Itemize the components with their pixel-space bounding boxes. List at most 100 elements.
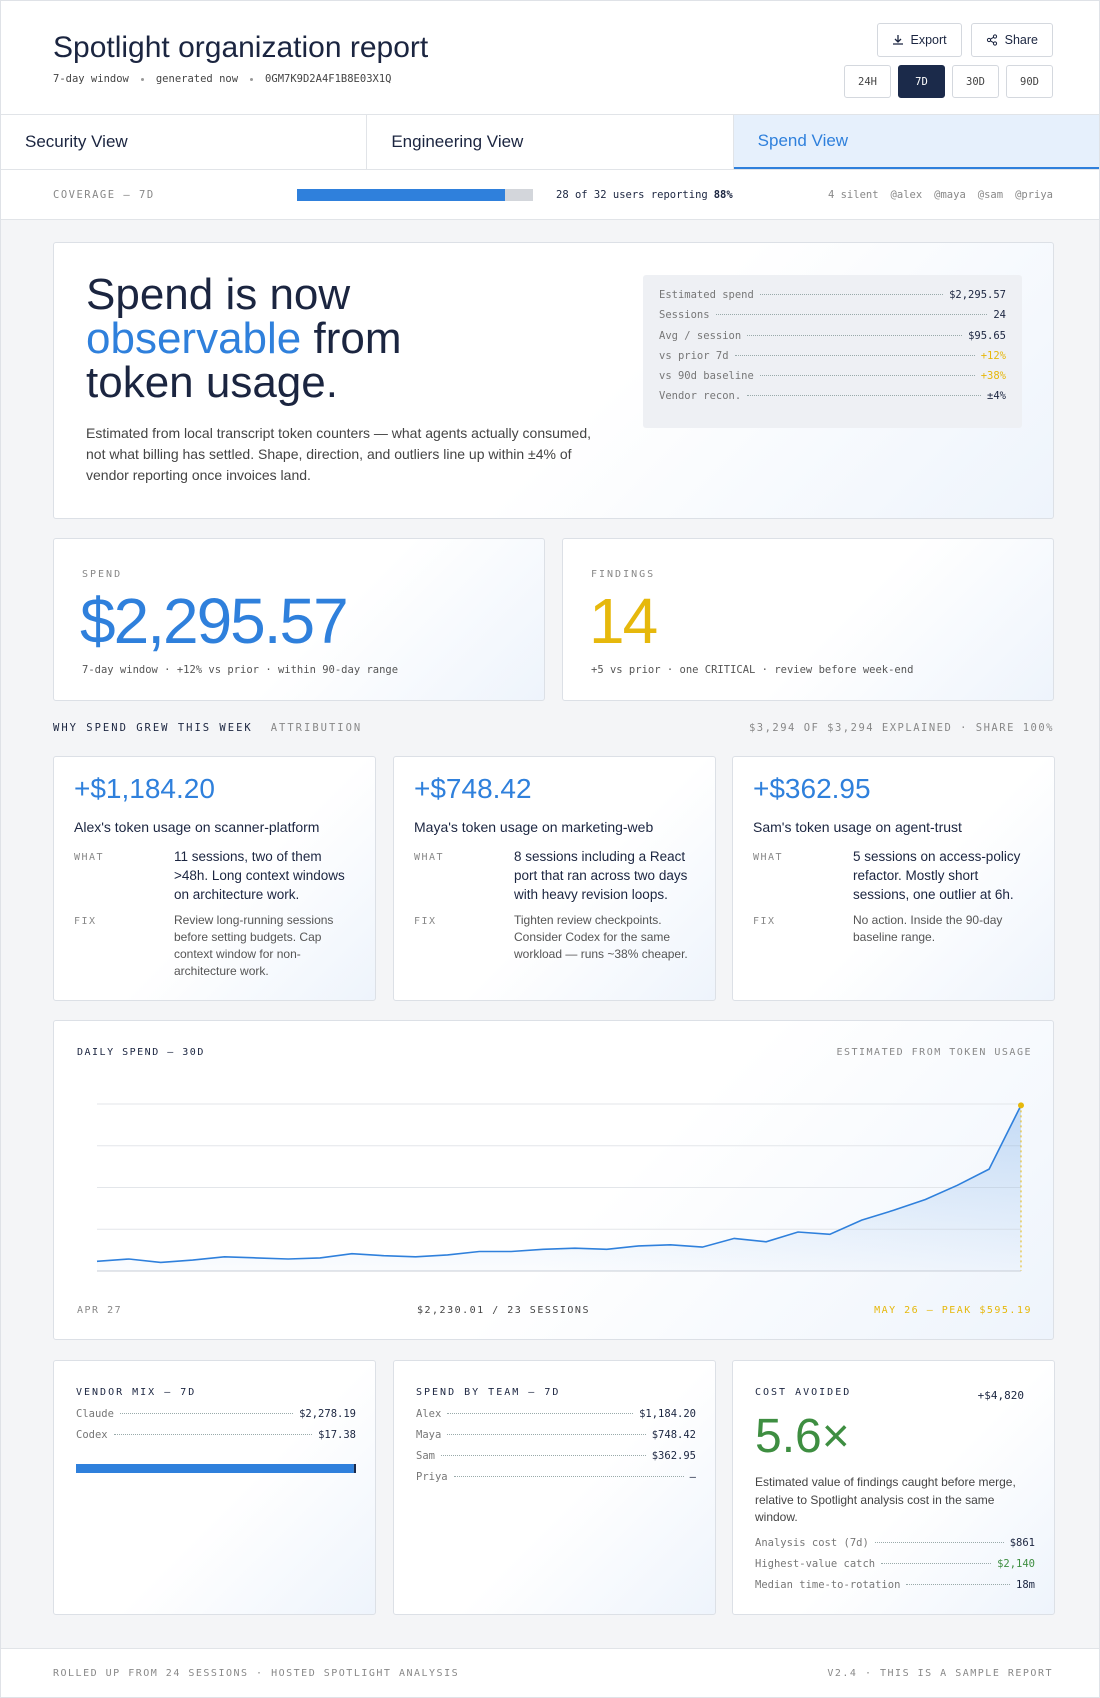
cost-description: Estimated value of findings caught befor… [755, 1475, 1016, 1524]
card-amount: +$362.95 [753, 773, 871, 804]
vendor-row: Codex $17.38 [76, 1429, 356, 1450]
coverage-fill [297, 188, 505, 201]
daily-spend-chart: DAILY SPEND — 30D ESTIMATED FROM TOKEN US… [53, 1020, 1054, 1340]
vendor-value: $2,278.19 [299, 1408, 356, 1420]
stat-value: $2,140 [997, 1558, 1035, 1570]
hero-headline: Spend is now observable from token usage. [86, 273, 402, 405]
chart-title: DAILY SPEND — 30D [77, 1047, 205, 1058]
view-tab[interactable]: Security View [1, 115, 368, 169]
stat-value: +12% [980, 349, 1006, 362]
meta-item: 0GM7K9D2A4F1B8E03X1Q [265, 73, 392, 85]
headline-part: from [313, 314, 402, 363]
stat-value: 18m [1016, 1579, 1035, 1591]
share-icon [986, 34, 997, 46]
separator-dot [250, 77, 254, 81]
meta-item: generated now [155, 73, 239, 85]
range-button[interactable]: 90D [1006, 65, 1053, 98]
coverage-text: 28 of 32 users reporting [556, 188, 708, 201]
stat-row: Estimated spend $2,295.57 [659, 289, 1006, 309]
what-label: WHAT [74, 852, 105, 863]
leader [113, 1434, 313, 1435]
attribution-header: WHY SPEND GREW THIS WEEK ATTRIBUTION $3,… [53, 722, 1054, 734]
vendor-bar [76, 1464, 356, 1473]
vendor-segment [76, 1464, 354, 1473]
footer-left: ROLLED UP FROM 24 SESSIONS · HOSTED SPOT… [53, 1668, 460, 1679]
stat-label: Highest-value catch [755, 1558, 876, 1570]
stat-value: ±4% [987, 390, 1006, 403]
coverage-row: COVERAGE — 7D 28 of 32 users reporting 88… [1, 170, 1099, 220]
leader [759, 294, 944, 295]
line-chart: DAILY SPEND — 30D ESTIMATED FROM TOKEN US… [77, 1047, 1032, 1316]
leader [715, 314, 988, 316]
stat-label: vs prior 7d [659, 349, 729, 362]
silent-users: 4 silent @alex @maya @sam @priya [828, 189, 1053, 201]
share-button[interactable]: Share [970, 23, 1053, 57]
leader [447, 1434, 646, 1435]
stat-label: Maya [416, 1429, 442, 1441]
vendor-value: $17.38 [318, 1429, 356, 1441]
stat-row: Vendor recon. ±4% [659, 390, 1006, 410]
stat-value: $2,295.57 [949, 289, 1006, 301]
what-label: WHAT [753, 852, 784, 863]
stat-value: $362.95 [651, 1450, 696, 1462]
cost-avoided-card: COST AVOIDED +$4,820 5.6× Estimated valu… [732, 1360, 1055, 1615]
cost-multiple: 5.6× [755, 1410, 850, 1463]
stat-label: Vendor recon. [659, 390, 742, 403]
coverage-label: COVERAGE — 7D [53, 188, 155, 201]
export-button[interactable]: Export [876, 23, 962, 57]
spend-kpi: SPEND $2,295.57 7-day window · +12% vs p… [53, 538, 545, 701]
fix-label: FIX [753, 916, 776, 927]
peak-label: MAY 26 — PEAK $595.19 [874, 1305, 1032, 1316]
range-button[interactable]: 30D [952, 65, 999, 98]
leader [734, 354, 975, 356]
stat-label: Avg / session [659, 329, 742, 342]
peak-point [1018, 1102, 1024, 1109]
vendor-segment [353, 1464, 356, 1473]
stat-row: vs prior 7d +12% [659, 350, 1006, 370]
report-title: Spotlight organization report [53, 31, 429, 64]
stat-label: Priya [416, 1471, 448, 1483]
stat-row: Avg / session $95.65 [659, 330, 1006, 350]
meta-item: 7-day window [53, 73, 129, 85]
coverage-percent: 88% [713, 188, 733, 201]
leader [453, 1476, 684, 1477]
cost-delta: +$4,820 [977, 1389, 1024, 1402]
hero-stats: Estimated spend $2,295.57 Sessions 24 Avg / … [643, 275, 1022, 428]
stat-value: $748.42 [651, 1429, 696, 1441]
range-button[interactable]: 7D [898, 65, 945, 98]
kpi-label: FINDINGS [591, 569, 656, 580]
silent-count: 4 silent [827, 188, 879, 201]
stat-value: +38% [980, 370, 1006, 383]
kpi-value: 14 [589, 585, 658, 657]
range-button[interactable]: 24H [844, 65, 891, 98]
stat-row: Analysis cost (7d) $861 [755, 1537, 1035, 1558]
footer-right: V2.4 · THIS IS A SAMPLE REPORT [827, 1668, 1053, 1679]
separator-dot [140, 77, 144, 81]
attribution-card: +$748.42 Maya's token usage on marketing-… [393, 756, 716, 1001]
card-title: Alex's token usage on scanner-platform [74, 819, 320, 835]
stat-label: Estimated spend [659, 289, 754, 301]
chart-subtitle: ESTIMATED FROM TOKEN USAGE [836, 1047, 1032, 1058]
vendor-row: Claude $2,278.19 [76, 1408, 356, 1429]
stat-row: Median time-to-rotation 18m [755, 1579, 1035, 1600]
header: Spotlight organization report 7-day wind… [1, 1, 1099, 115]
view-tab[interactable]: Spend View [733, 115, 1099, 169]
vendor-name: Codex [76, 1429, 108, 1441]
stat-row: Sessions 24 [659, 309, 1006, 329]
card-amount: +$748.42 [414, 773, 532, 804]
view-tab[interactable]: Engineering View [367, 115, 734, 169]
attribution-tag: ATTRIBUTION [270, 722, 363, 734]
hero-body: Estimated from local transcript token co… [86, 425, 592, 483]
download-icon [892, 35, 903, 45]
leader [906, 1584, 1011, 1585]
spend-line [96, 1104, 1022, 1264]
view-tabs: Security View Engineering View Spend View [1, 115, 1099, 170]
stat-label: vs 90d baseline [659, 370, 754, 383]
leader [881, 1563, 992, 1564]
stat-row: Highest-value catch $2,140 [755, 1558, 1035, 1579]
stat-label: Median time-to-rotation [755, 1579, 901, 1591]
start-label: APR 27 [77, 1305, 122, 1316]
leader [747, 395, 982, 397]
center-label: $2,230.01 / 23 SESSIONS [417, 1305, 590, 1316]
leader [447, 1413, 634, 1414]
